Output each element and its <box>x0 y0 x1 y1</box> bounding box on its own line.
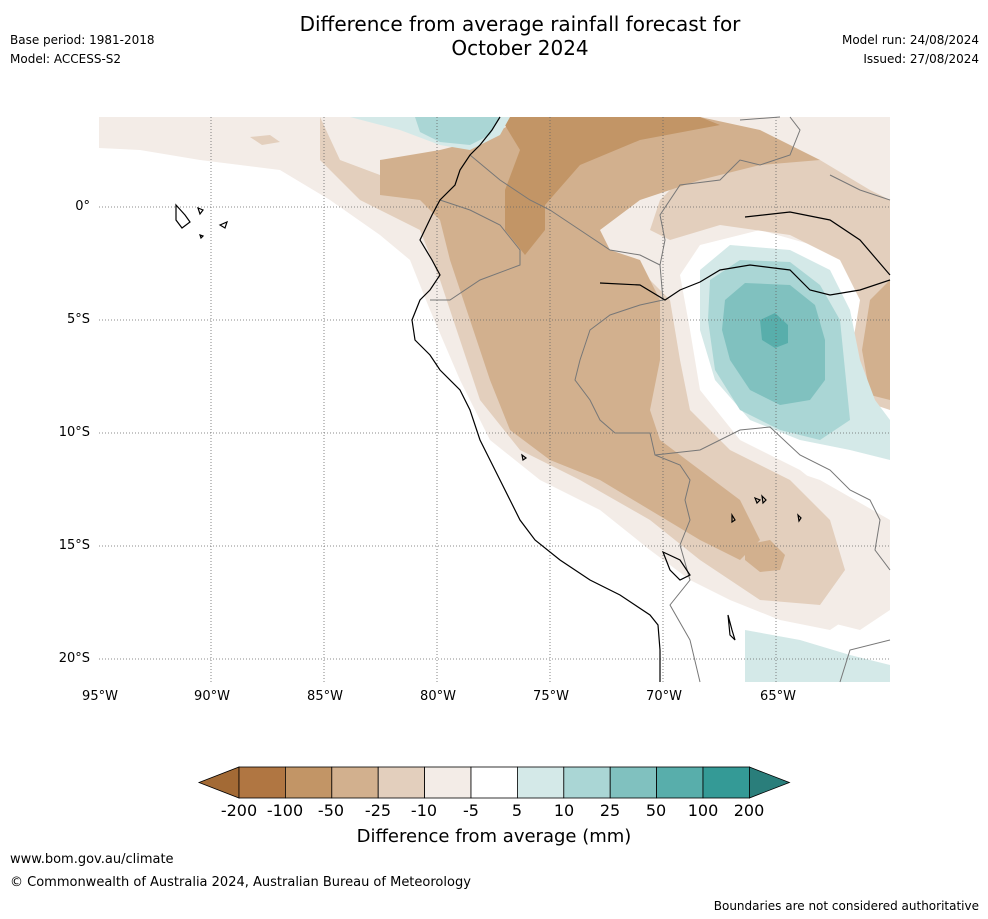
colorbar-swatch <box>284 766 333 799</box>
rainfall-shading <box>99 117 890 682</box>
colorbar-swatch <box>517 766 565 799</box>
anomaly-band-wet-5 <box>700 245 890 460</box>
lon-label-80w: 80°W <box>420 689 456 704</box>
colorbar-tick: -200 <box>220 801 258 820</box>
colorbar-tick: -5 <box>463 801 479 820</box>
lon-label-90w: 90°W <box>194 689 230 704</box>
anomaly-band-wet-north-inner <box>415 117 500 145</box>
colorbar-swatch <box>424 766 472 799</box>
colorbar-tick: 10 <box>553 801 575 820</box>
lon-label-70w: 70°W <box>646 689 682 704</box>
anomaly-band-dry-50 <box>500 117 720 255</box>
anomaly-band-wet-50 <box>760 313 788 348</box>
anomaly-band-dry-10 <box>320 117 890 605</box>
colorbar-swatch <box>470 766 518 799</box>
lon-label-75w: 75°W <box>533 689 569 704</box>
map-title: Difference from average rainfall forecas… <box>240 12 800 60</box>
anomaly-band-dry-25 <box>380 117 820 560</box>
anomaly-patch-dry-west <box>250 135 280 145</box>
footer-url: www.bom.gov.au/climate <box>10 852 174 867</box>
colorbar-swatch <box>702 766 750 799</box>
colorbar-tick: 100 <box>687 801 719 820</box>
colorbar-tick: 5 <box>511 801 523 820</box>
model-run: Model run: 24/08/2024 <box>841 33 979 47</box>
lat-label-0: 0° <box>75 199 90 214</box>
anomaly-band-light-dry-ne <box>700 460 890 630</box>
anomaly-band-dry-25-se <box>745 540 785 572</box>
anomaly-band-light-dry <box>99 117 890 630</box>
base-period: Base period: 1981-2018 <box>10 33 155 47</box>
colorbar-extend-low <box>197 766 240 799</box>
lat-label-15s: 15°S <box>58 538 90 553</box>
meta-left: Base period: 1981-2018 Model: ACCESS-S2 <box>10 31 155 69</box>
meta-right: Model run: 24/08/2024 Issued: 27/08/2024 <box>842 31 979 69</box>
colorbar-tick: -10 <box>410 801 438 820</box>
coastlines <box>175 116 891 682</box>
lat-label-5s: 5°S <box>66 312 90 327</box>
colorbar-tick: -50 <box>317 801 345 820</box>
colorbar-swatch <box>609 766 658 799</box>
colorbar-swatch <box>238 766 286 799</box>
graticule <box>99 117 890 682</box>
colorbar-tick: -25 <box>364 801 392 820</box>
footer-note: Boundaries are not considered authoritat… <box>713 899 979 913</box>
colorbar-swatch <box>563 766 611 799</box>
model-name: Model: ACCESS-S2 <box>10 52 122 66</box>
anomaly-band-wet-north <box>350 117 510 150</box>
colorbar-swatch <box>331 766 379 799</box>
title-line-1: Difference from average rainfall forecas… <box>299 12 741 36</box>
colorbar-swatch <box>656 766 704 799</box>
colorbar-tick: 200 <box>733 801 765 820</box>
lon-label-85w: 85°W <box>307 689 343 704</box>
colorbar-tick: 50 <box>645 801 667 820</box>
country-boundaries <box>430 116 891 683</box>
lon-label-65w: 65°W <box>760 689 796 704</box>
title-line-2: October 2024 <box>451 36 589 60</box>
colorbar-tick: 25 <box>599 801 621 820</box>
anomaly-band-dry-25-e <box>862 280 890 400</box>
colorbar-swatch <box>377 766 426 799</box>
colorbar-tick: -100 <box>266 801 304 820</box>
issued-date: Issued: 27/08/2024 <box>863 52 979 66</box>
anomaly-band-wet-se <box>745 630 890 682</box>
lat-label-10s: 10°S <box>58 425 90 440</box>
colorbar-extend-high <box>749 766 791 799</box>
lat-label-20s: 20°S <box>58 651 90 666</box>
anomaly-band-wet-10 <box>708 260 850 440</box>
colorbar-label: Difference from average (mm) <box>356 826 632 847</box>
footer-copyright: © Commonwealth of Australia 2024, Austra… <box>10 875 471 890</box>
anomaly-band-wet-25 <box>722 283 825 405</box>
lon-label-95w: 95°W <box>82 689 118 704</box>
